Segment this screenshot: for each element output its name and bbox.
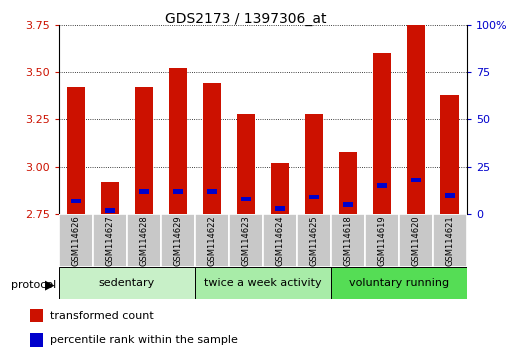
- Bar: [339, 152, 357, 214]
- Text: GDS2173 / 1397306_at: GDS2173 / 1397306_at: [166, 12, 327, 27]
- Text: GSM114622: GSM114622: [207, 215, 216, 266]
- Bar: [297, 214, 331, 267]
- Bar: [305, 114, 323, 214]
- Bar: [377, 183, 387, 188]
- Bar: [406, 25, 425, 214]
- Bar: [331, 267, 467, 299]
- Bar: [101, 182, 120, 214]
- Bar: [445, 193, 455, 198]
- Text: GSM114620: GSM114620: [411, 215, 420, 266]
- Bar: [372, 53, 391, 214]
- Bar: [105, 208, 115, 213]
- Bar: [270, 163, 289, 214]
- Bar: [331, 214, 365, 267]
- Bar: [263, 214, 297, 267]
- Text: GSM114628: GSM114628: [140, 215, 148, 266]
- Bar: [433, 214, 467, 267]
- Bar: [236, 114, 255, 214]
- Text: sedentary: sedentary: [99, 278, 155, 288]
- Text: GSM114626: GSM114626: [71, 215, 81, 266]
- Bar: [134, 87, 153, 214]
- Bar: [59, 267, 195, 299]
- Text: twice a week activity: twice a week activity: [204, 278, 322, 288]
- Text: ▶: ▶: [46, 279, 55, 291]
- Bar: [161, 214, 195, 267]
- Bar: [139, 189, 149, 194]
- Text: transformed count: transformed count: [50, 310, 153, 320]
- Bar: [195, 267, 331, 299]
- Text: protocol: protocol: [11, 280, 56, 290]
- Bar: [71, 199, 81, 203]
- Bar: [207, 189, 216, 194]
- Bar: [59, 214, 93, 267]
- Bar: [275, 206, 285, 211]
- Text: GSM114618: GSM114618: [343, 215, 352, 266]
- Bar: [173, 189, 183, 194]
- Text: GSM114625: GSM114625: [309, 215, 319, 266]
- Bar: [30, 309, 43, 322]
- Text: percentile rank within the sample: percentile rank within the sample: [50, 335, 238, 345]
- Bar: [127, 214, 161, 267]
- Bar: [93, 214, 127, 267]
- Bar: [195, 214, 229, 267]
- Bar: [229, 214, 263, 267]
- Bar: [441, 95, 459, 214]
- Bar: [203, 84, 221, 214]
- Text: GSM114623: GSM114623: [242, 215, 250, 266]
- Text: GSM114624: GSM114624: [275, 215, 284, 266]
- Bar: [309, 195, 319, 199]
- Bar: [169, 68, 187, 214]
- Text: GSM114629: GSM114629: [173, 215, 183, 266]
- Text: GSM114619: GSM114619: [378, 215, 386, 266]
- Text: GSM114621: GSM114621: [445, 215, 455, 266]
- Bar: [67, 87, 85, 214]
- Bar: [30, 333, 43, 347]
- Bar: [411, 178, 421, 182]
- Text: GSM114627: GSM114627: [106, 215, 114, 266]
- Bar: [241, 197, 251, 201]
- Bar: [365, 214, 399, 267]
- Bar: [399, 214, 433, 267]
- Bar: [343, 202, 352, 207]
- Text: voluntary running: voluntary running: [349, 278, 449, 288]
